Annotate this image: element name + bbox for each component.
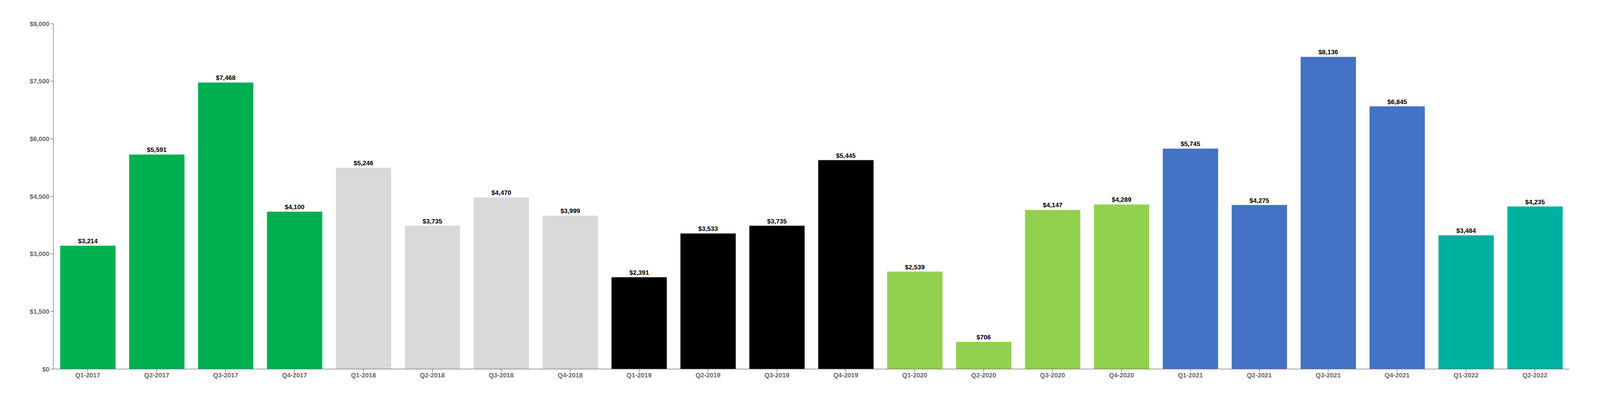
svg-text:$5,445: $5,445: [836, 152, 856, 160]
svg-text:Q2-2017: Q2-2017: [144, 371, 170, 380]
svg-text:$4,500: $4,500: [29, 193, 50, 201]
svg-text:$5,246: $5,246: [353, 159, 374, 167]
svg-text:$4,147: $4,147: [1042, 201, 1063, 209]
svg-text:$6,000: $6,000: [29, 135, 50, 143]
svg-text:$4,275: $4,275: [1249, 197, 1270, 205]
svg-text:Q1-2020: Q1-2020: [902, 371, 928, 380]
svg-text:Q3-2018: Q3-2018: [488, 371, 515, 380]
svg-text:$3,000: $3,000: [29, 250, 50, 258]
svg-text:$9,000: $9,000: [29, 20, 50, 28]
svg-text:$2,391: $2,391: [629, 269, 649, 277]
svg-text:Q4-2020: Q4-2020: [1109, 371, 1135, 380]
svg-text:Q2-2021: Q2-2021: [1246, 371, 1273, 380]
svg-text:Q1-2021: Q1-2021: [1177, 371, 1203, 380]
svg-text:$3,214: $3,214: [78, 237, 99, 245]
svg-text:Q2-2022: Q2-2022: [1522, 371, 1548, 380]
svg-text:$5,745: $5,745: [1180, 140, 1201, 148]
svg-text:Q1-2022: Q1-2022: [1453, 371, 1479, 380]
svg-text:$3,999: $3,999: [560, 207, 581, 215]
svg-text:$3,533: $3,533: [698, 225, 719, 233]
svg-text:Q3-2019: Q3-2019: [764, 371, 790, 380]
svg-text:$2,539: $2,539: [905, 263, 925, 272]
svg-text:$3,735: $3,735: [422, 217, 443, 226]
svg-text:Q4-2018: Q4-2018: [557, 371, 583, 380]
svg-text:$4,235: $4,235: [1525, 198, 1546, 206]
svg-text:Q2-2020: Q2-2020: [971, 371, 997, 380]
svg-text:Q1-2017: Q1-2017: [75, 371, 101, 380]
svg-text:Q2-2018: Q2-2018: [419, 371, 445, 380]
svg-text:Q3-2020: Q3-2020: [1040, 371, 1066, 380]
svg-text:$3,735: $3,735: [767, 217, 788, 226]
svg-text:Q4-2019: Q4-2019: [833, 371, 859, 380]
svg-text:$5,591: $5,591: [147, 146, 167, 154]
svg-text:Q3-2021: Q3-2021: [1315, 371, 1341, 380]
svg-text:Q1-2019: Q1-2019: [626, 371, 652, 380]
svg-text:$1,500: $1,500: [29, 308, 50, 316]
svg-text:$4,470: $4,470: [491, 189, 512, 197]
svg-text:$4,100: $4,100: [284, 203, 305, 211]
svg-text:Q4-2017: Q4-2017: [281, 371, 308, 380]
svg-text:$0: $0: [42, 365, 50, 374]
svg-text:Q4-2021: Q4-2021: [1384, 371, 1410, 380]
svg-text:$6,845: $6,845: [1387, 98, 1407, 106]
svg-text:$8,136: $8,136: [1318, 48, 1339, 56]
svg-text:$706: $706: [976, 333, 992, 342]
svg-text:Q1-2018: Q1-2018: [351, 371, 377, 380]
svg-text:Q3-2017: Q3-2017: [213, 371, 239, 380]
svg-text:$3,484: $3,484: [1456, 227, 1477, 235]
svg-text:$4,289: $4,289: [1111, 196, 1132, 204]
svg-text:$7,500: $7,500: [29, 77, 50, 85]
svg-text:Q2-2019: Q2-2019: [695, 371, 721, 380]
svg-text:$7,468: $7,468: [215, 74, 236, 82]
